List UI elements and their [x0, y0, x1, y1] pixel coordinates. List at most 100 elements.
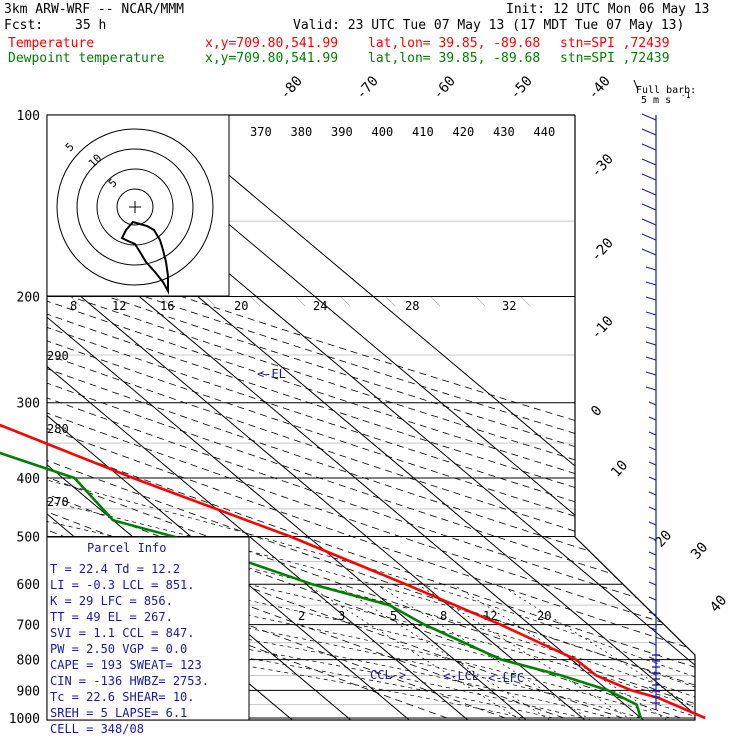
mixing-ratio-label: 20: [537, 609, 551, 623]
hodograph-ring: [56, 128, 214, 286]
forecast-label: Fcst:: [4, 18, 44, 33]
mixing-ratio-label: 3: [338, 609, 345, 623]
init-time: Init: 12 UTC Mon 06 May 13: [506, 2, 710, 17]
speed-label: 16: [160, 299, 174, 313]
isotherm-line: [156, 115, 695, 720]
wind-barb: [648, 401, 657, 406]
mixing-ratio-line: [417, 583, 632, 720]
parcel-info-row: SVI = 1.1 CCL = 847.: [50, 626, 195, 640]
isotherm-label: -50: [507, 73, 536, 103]
temperature-xy: x,y=709.80,541.99: [205, 36, 339, 51]
parcel-info-row: LI = -0.3 LCL = 851.: [50, 578, 195, 592]
speed-tick: [204, 295, 216, 307]
wind-barb: [648, 476, 657, 481]
dewpoint-latlon: lat,lon= 39.85, -89.68: [368, 51, 541, 66]
parcel-info-row: CAPE = 193 SWEAT= 123: [50, 658, 202, 672]
wind-barb: [648, 566, 657, 571]
isotherm-label: 40: [707, 592, 730, 615]
dry-adiabat: [47, 115, 695, 719]
level-marker: <-LCL: [443, 669, 479, 683]
level-marker: <-LFC: [488, 671, 524, 685]
isotherm-line: [47, 115, 410, 720]
parcel-info-row: SREH = 5 LAPSE= 6.1: [50, 706, 187, 720]
wind-barb: [645, 341, 657, 346]
dry-adiabat: [47, 115, 695, 719]
parcel-info-row: T = 22.4 Td = 12.2: [50, 562, 180, 576]
pressure-label: 400: [17, 472, 40, 487]
level-markers: <-EL CCL-> <-LCL <-LFC: [257, 367, 524, 685]
pressure-label: 800: [17, 654, 40, 669]
wind-barb: [648, 641, 657, 646]
isotherm-label: 10: [608, 457, 631, 480]
speed-label: 20: [234, 299, 248, 313]
theta-label: 420: [453, 125, 475, 139]
parcel-info-row: PW = 2.50 VGP = 0.0: [50, 642, 187, 656]
wind-barb: [648, 506, 657, 511]
isotherm-label: -60: [430, 73, 459, 103]
dry-adiabat: [47, 115, 695, 719]
speed-tick: [159, 295, 171, 307]
parcel-info-row: Tc = 22.6 SHEAR= 10.: [50, 690, 195, 704]
dewpoint-xy: x,y=709.80,541.99: [205, 51, 339, 66]
speed-tick: [519, 295, 531, 307]
theta-label: 410: [412, 125, 434, 139]
wind-barb: [648, 461, 657, 466]
wind-barb: [645, 296, 657, 301]
wind-barb: [648, 491, 657, 496]
dry-adiabat: [47, 115, 695, 719]
speed-tick: [339, 295, 351, 307]
isotherm-label: 0: [588, 403, 606, 420]
forecast-hour: 35 h: [75, 18, 107, 33]
theta-label: 380: [291, 125, 313, 139]
theta-label: 390: [331, 125, 353, 139]
speed-label: 32: [502, 299, 516, 313]
speed-tick: [384, 295, 396, 307]
wind-barb: [641, 233, 657, 241]
wind-barb: [645, 386, 657, 391]
pressure-label: 100: [17, 109, 40, 124]
pressure-label: 600: [17, 578, 40, 593]
wind-barb: [641, 158, 657, 166]
isotherm-line: [47, 115, 527, 720]
dewpoint-profile: [0, 451, 643, 719]
wind-barb: [645, 326, 657, 331]
dry-adiabat: [47, 115, 682, 719]
model-title: 3km ARW-WRF -- NCAR/MMM: [4, 2, 185, 17]
full-barb-units-exponent: -1: [681, 91, 691, 100]
wind-barb: [645, 356, 657, 361]
temperature-profile: [0, 423, 706, 720]
mixing-ratio-label: 5: [390, 609, 397, 623]
parcel-info-box: Parcel Info T = 22.4 Td = 12.2 LI = -0.3 L…: [46, 536, 250, 736]
speed-tick: [429, 295, 441, 307]
hodograph-ring: [116, 188, 154, 226]
full-barb-label: Full barb:: [636, 85, 696, 96]
mixing-ratio-line: [335, 583, 550, 720]
speed-tick: [474, 295, 486, 307]
pressure-label: 700: [17, 619, 40, 634]
isotherm-label: -40: [585, 73, 614, 103]
parcel-info-row: CIN = -136 HWBZ= 2753.: [50, 674, 209, 688]
parcel-info-title: Parcel Info: [87, 541, 166, 555]
wind-barb: [641, 248, 657, 256]
adiabat-label: 270: [47, 495, 69, 509]
sounding-profiles: [0, 423, 706, 720]
isotherm-label: -30: [588, 151, 617, 181]
adiabat-label: 290: [47, 349, 69, 363]
wind-barb: [648, 536, 657, 541]
hodograph-trace: [120, 220, 169, 295]
dry-adiabat: [47, 115, 448, 719]
moist-adiabat: [47, 296, 612, 719]
dewpoint-legend: Dewpoint temperature: [8, 51, 165, 66]
pressure-label: 900: [17, 684, 40, 699]
wind-barb: [648, 611, 657, 616]
dry-adiabat: [47, 115, 695, 719]
speed-tick: [114, 295, 126, 307]
parcel-info-row: CELL = 348/08: [50, 722, 144, 736]
dry-adiabat: [47, 115, 695, 719]
adiabat-label: 280: [47, 422, 69, 436]
temperature-latlon: lat,lon= 39.85, -89.68: [368, 36, 541, 51]
speed-tick: [249, 295, 261, 307]
wind-barb: [641, 128, 657, 136]
speed-label: 8: [70, 299, 77, 313]
